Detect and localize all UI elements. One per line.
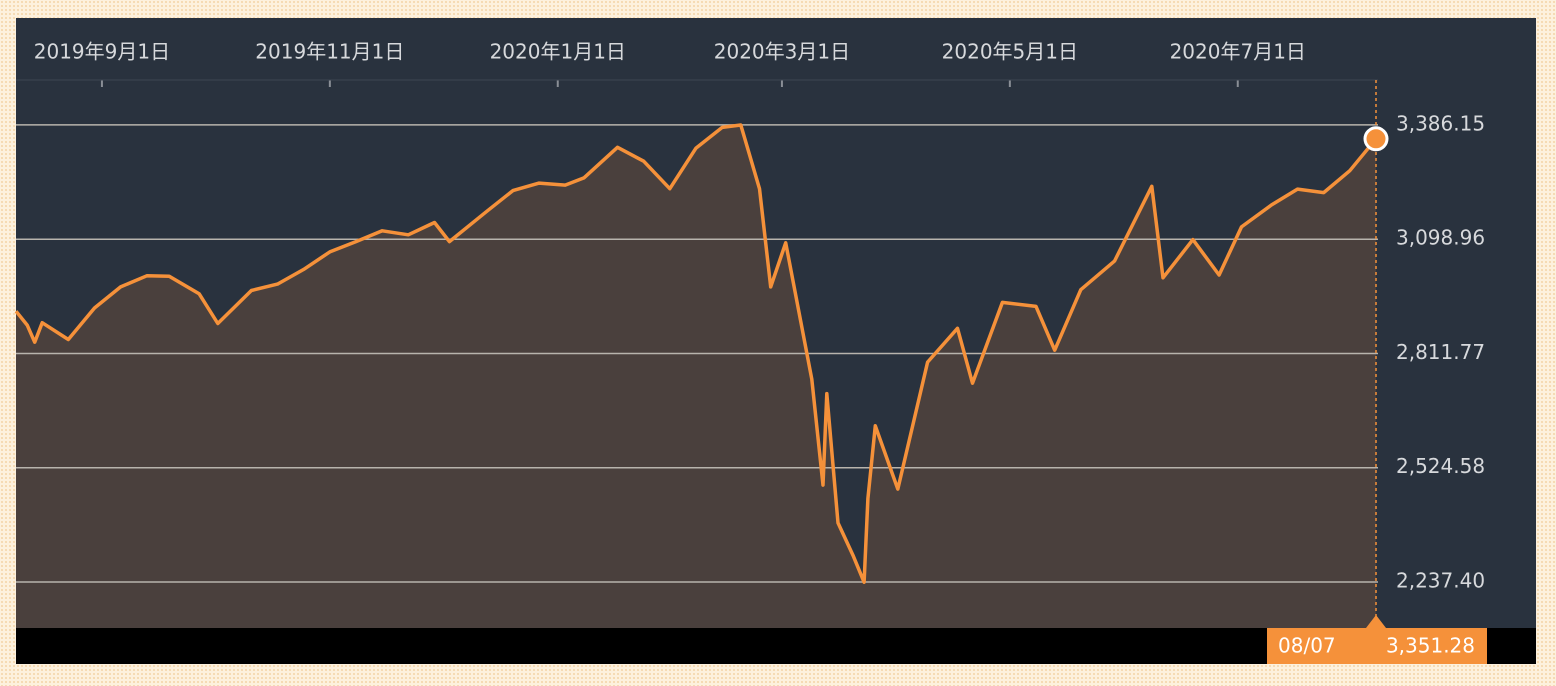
x-tick-label: 2020年3月1日 [714, 40, 850, 64]
y-tick-label: 2,524.58 [1396, 454, 1485, 478]
x-tick-label: 2020年7月1日 [1170, 40, 1306, 64]
x-tick-label: 2020年5月1日 [942, 40, 1078, 64]
x-tick-label: 2019年9月1日 [34, 40, 170, 64]
last-point [1363, 126, 1389, 152]
line [14, 123, 1378, 584]
tooltip-value: 3,351.28 [1386, 634, 1475, 658]
y-tick-label: 3,386.15 [1396, 111, 1485, 135]
y-tick-label: 2,811.77 [1396, 340, 1485, 364]
area-fill [16, 125, 1376, 628]
y-tick-label: 2,237.40 [1396, 569, 1485, 593]
y-tick-label: 3,098.96 [1396, 226, 1485, 250]
x-tick-label: 2019年11月1日 [255, 40, 404, 64]
tooltip-box [1267, 628, 1487, 664]
tooltip-date: 08/07 [1278, 634, 1336, 658]
crosshair-pointer [1366, 615, 1386, 628]
x-tick-label: 2020年1月1日 [490, 40, 626, 64]
